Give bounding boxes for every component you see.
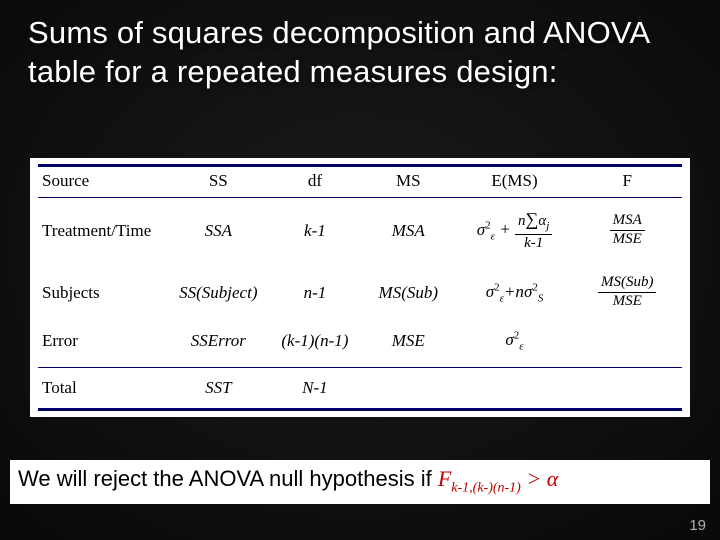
cell-ss: SSError [167,320,270,368]
num-n: n [518,213,526,229]
cell-f [572,367,682,409]
row-error: Error SSError (k-1)(n-1) MSE σ2ε [38,320,682,368]
ems-fraction: n∑αj k-1 [515,210,552,251]
row-treatment: Treatment/Time SSA k-1 MSA σ2ε + n∑αj k-… [38,198,682,266]
f-stat: F [438,466,451,491]
plus-n: +n [504,282,524,301]
plus: + [499,220,515,239]
ems-den: k-1 [515,235,552,252]
slide-title: Sums of squares decomposition and ANOVA … [28,14,692,92]
cell-ss: SS(Subject) [167,265,270,320]
col-df: df [270,166,360,198]
cell-ms: MSA [360,198,457,266]
f-sub: k-1,(k-)(n-1) [451,480,521,495]
cell-source: Error [38,320,167,368]
rejection-caption: We will reject the ANOVA null hypothesis… [10,460,710,504]
num-j: j [546,220,549,232]
cell-df: N-1 [270,367,360,409]
alpha-symbol: α [547,466,559,491]
cell-f: MS(Sub) MSE [572,265,682,320]
cell-ms: MSE [360,320,457,368]
cell-ems: σ2ε+nσ2S [457,265,573,320]
col-f: F [572,166,682,198]
row-total: Total SST N-1 [38,367,682,409]
cell-df: k-1 [270,198,360,266]
sum-icon: ∑ [526,209,539,229]
cell-source: Subjects [38,265,167,320]
col-source: Source [38,166,167,198]
col-ms: MS [360,166,457,198]
row-subjects: Subjects SS(Subject) n-1 MS(Sub) σ2ε+nσ2… [38,265,682,320]
cell-ms [360,367,457,409]
sigma: σ [477,220,485,239]
f-fraction: MS(Sub) MSE [598,275,657,310]
cell-ss: SST [167,367,270,409]
col-ss: SS [167,166,270,198]
table-header-row: Source SS df MS E(MS) F [38,166,682,198]
f-num: MSA [610,213,645,231]
sigma-sub: ε [519,341,523,353]
f-num: MS(Sub) [598,275,657,293]
cell-f: MSA MSE [572,198,682,266]
gt: > [521,466,547,491]
cell-ems: σ2ε [457,320,573,368]
cell-ss: SSA [167,198,270,266]
anova-table-panel: Source SS df MS E(MS) F Treatment/Time S… [30,158,690,417]
cell-ems [457,367,573,409]
sigma: σ [486,282,494,301]
cell-ems: σ2ε + n∑αj k-1 [457,198,573,266]
f-fraction: MSA MSE [610,213,645,248]
cell-ms: MS(Sub) [360,265,457,320]
cell-df: n-1 [270,265,360,320]
page-number: 19 [689,517,706,534]
anova-table: Source SS df MS E(MS) F Treatment/Time S… [38,164,682,411]
sigmaS-sub: S [538,292,544,304]
caption-prefix: We will reject the ANOVA null hypothesis… [18,466,438,491]
cell-f [572,320,682,368]
f-den: MSE [610,231,645,248]
sigma: σ [505,330,513,349]
cell-source: Treatment/Time [38,198,167,266]
cell-source: Total [38,367,167,409]
cell-df: (k-1)(n-1) [270,320,360,368]
sigma-sub: ε [491,230,495,242]
f-den: MSE [598,293,657,310]
col-ems: E(MS) [457,166,573,198]
